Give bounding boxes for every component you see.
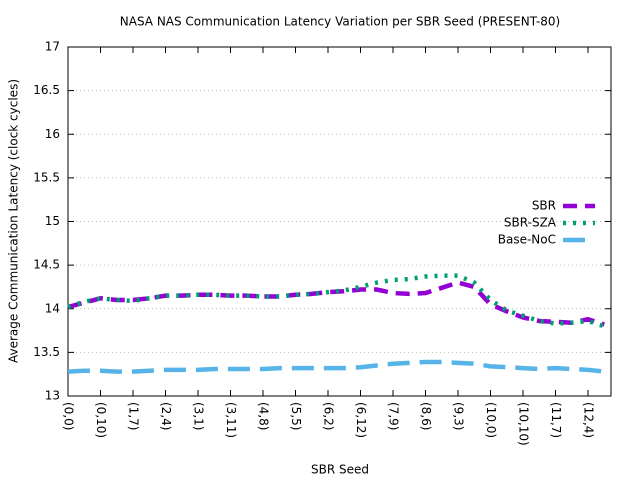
legend-label: SBR-SZA: [504, 216, 557, 230]
series-line: [67, 273, 605, 329]
x-tick-label: (6,12): [354, 402, 368, 438]
x-tick-label: (10,0): [484, 402, 498, 438]
y-tick-label: 13.5: [33, 345, 60, 359]
x-tick-label: (0,0): [62, 402, 76, 430]
legend-label: Base-NoC: [498, 233, 556, 247]
x-tick-label: (3,11): [224, 402, 238, 438]
y-tick-label: 13: [45, 389, 60, 403]
x-tick-label: (4,8): [257, 402, 271, 430]
y-tick-label: 15.5: [33, 170, 60, 184]
series-line: [67, 359, 605, 374]
x-tick-label: (7,9): [387, 402, 401, 430]
y-axis-label: Average Communication Latency (clock cyc…: [7, 79, 21, 363]
y-tick-label: 16.5: [33, 83, 60, 97]
x-tick-label: (1,7): [127, 402, 141, 430]
x-tick-label: (2,4): [159, 402, 173, 430]
x-tick-label: (8,6): [419, 402, 433, 430]
x-axis-label: SBR Seed: [311, 463, 369, 477]
x-tick-label: (0,10): [94, 402, 108, 438]
y-tick-label: 15: [45, 214, 60, 228]
x-tick-label: (9,3): [452, 402, 466, 430]
legend-label: SBR: [532, 199, 556, 213]
x-tick-label: (11,7): [549, 402, 563, 438]
y-tick-label: 14: [45, 301, 60, 315]
y-tick-label: 14.5: [33, 258, 60, 272]
x-tick-label: (6,2): [322, 402, 336, 430]
x-tick-label: (3,1): [192, 402, 206, 430]
x-tick-label: (12,4): [582, 402, 596, 438]
x-tick-label: (10,10): [517, 402, 531, 446]
y-tick-label: 17: [45, 40, 60, 54]
y-tick-label: 16: [45, 127, 60, 141]
x-tick-label: (5,5): [289, 402, 303, 430]
chart-title: NASA NAS Communication Latency Variation…: [120, 15, 560, 29]
